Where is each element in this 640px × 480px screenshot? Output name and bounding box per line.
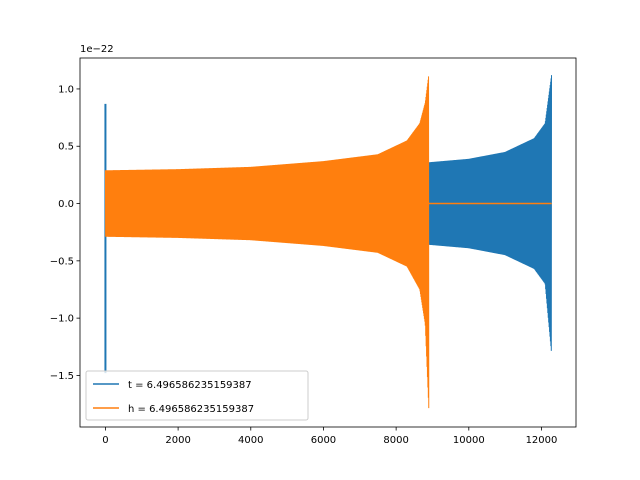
y-axis: −1.5 −1.0 −0.5 0.0 0.5 1.0 [50,84,80,382]
y-tick-label: −0.5 [50,256,74,267]
legend-label-h: h = 6.496586235159387 [128,404,254,415]
y-tick-label: 0.0 [58,199,74,210]
axes-frame [79,57,577,428]
legend: t = 6.496586235159387 h = 6.496586235159… [85,370,309,421]
series-h-line [104,76,430,409]
x-tick-label: 0 [102,435,108,446]
y-tick-label: 1.0 [58,84,74,95]
y-offset-label: 1e−22 [80,44,114,55]
y-tick-label: −1.0 [50,314,74,325]
x-axis: 0 2000 4000 6000 8000 10000 12000 [102,427,557,446]
x-tick-label: 4000 [238,435,263,446]
x-tick-label: 2000 [165,435,190,446]
x-tick-label: 8000 [383,435,408,446]
legend-label-t: t = 6.496586235159387 [128,380,252,391]
series-layer [104,75,553,409]
y-tick-label: −1.5 [50,371,74,382]
x-tick-label: 12000 [526,435,558,446]
y-tick-label: 0.5 [58,142,74,153]
x-tick-label: 10000 [453,435,485,446]
x-tick-label: 6000 [311,435,336,446]
legend-box [85,370,309,421]
